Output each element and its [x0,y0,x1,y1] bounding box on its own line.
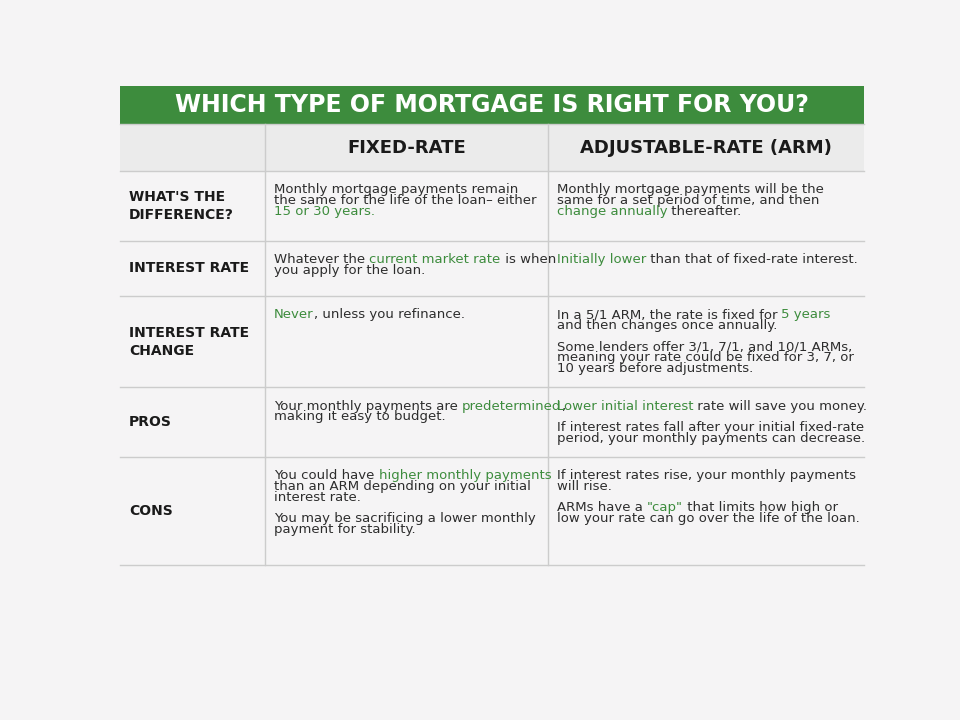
Text: you apply for the loan.: you apply for the loan. [274,264,425,276]
Text: You may be sacrificing a lower monthly: You may be sacrificing a lower monthly [274,512,536,525]
Text: Monthly mortgage payments will be the: Monthly mortgage payments will be the [557,184,824,197]
FancyBboxPatch shape [120,296,864,387]
FancyBboxPatch shape [120,86,864,124]
FancyBboxPatch shape [120,456,864,565]
Text: higher monthly payments: higher monthly payments [378,469,551,482]
FancyBboxPatch shape [120,240,864,296]
Text: , unless you refinance.: , unless you refinance. [314,308,465,321]
Text: You could have: You could have [274,469,378,482]
Text: change annually: change annually [557,205,667,218]
Text: period, your monthly payments can decrease.: period, your monthly payments can decrea… [557,432,865,445]
Text: ARMs have a: ARMs have a [557,501,647,514]
Text: Initially lower: Initially lower [557,253,646,266]
Text: WHICH TYPE OF MORTGAGE IS RIGHT FOR YOU?: WHICH TYPE OF MORTGAGE IS RIGHT FOR YOU? [175,94,809,117]
Text: INTEREST RATE
CHANGE: INTEREST RATE CHANGE [129,325,249,358]
Text: same for a set period of time, and then: same for a set period of time, and then [557,194,819,207]
Text: Monthly mortgage payments remain: Monthly mortgage payments remain [274,184,518,197]
Text: 15 or 30 years.: 15 or 30 years. [274,205,375,218]
Text: ,: , [562,400,565,413]
Text: Your monthly payments are: Your monthly payments are [274,400,462,413]
Text: "cap": "cap" [647,501,683,514]
Text: INTEREST RATE: INTEREST RATE [129,261,249,275]
Text: than that of fixed-rate interest.: than that of fixed-rate interest. [646,253,857,266]
Text: FIXED-RATE: FIXED-RATE [348,139,466,157]
Text: ADJUSTABLE-RATE (ARM): ADJUSTABLE-RATE (ARM) [580,139,831,157]
Text: interest rate.: interest rate. [274,490,361,503]
Text: the same for the life of the loan– either: the same for the life of the loan– eithe… [274,194,537,207]
Text: WHAT'S THE
DIFFERENCE?: WHAT'S THE DIFFERENCE? [129,189,234,222]
Text: payment for stability.: payment for stability. [274,523,416,536]
Text: current market rate: current market rate [370,253,500,266]
Text: making it easy to budget.: making it easy to budget. [274,410,445,423]
Text: 10 years before adjustments.: 10 years before adjustments. [557,362,753,375]
Text: that limits how high or: that limits how high or [683,501,838,514]
FancyBboxPatch shape [120,171,864,240]
Text: PROS: PROS [129,415,172,429]
Text: rate will save you money.: rate will save you money. [693,400,867,413]
Text: is when: is when [500,253,556,266]
Text: Some lenders offer 3/1, 7/1, and 10/1 ARMs,: Some lenders offer 3/1, 7/1, and 10/1 AR… [557,341,852,354]
Text: Never: Never [274,308,314,321]
Text: 5 years: 5 years [781,308,830,321]
Text: CONS: CONS [129,504,173,518]
Text: thereafter.: thereafter. [667,205,742,218]
FancyBboxPatch shape [120,124,864,171]
Text: low your rate can go over the life of the loan.: low your rate can go over the life of th… [557,512,859,525]
Text: If interest rates fall after your initial fixed-rate: If interest rates fall after your initia… [557,421,864,434]
Text: In a 5/1 ARM, the rate is fixed for: In a 5/1 ARM, the rate is fixed for [557,308,781,321]
Text: Lower initial interest: Lower initial interest [557,400,693,413]
Text: than an ARM depending on your initial: than an ARM depending on your initial [274,480,531,492]
Text: predetermined: predetermined [462,400,562,413]
Text: and then changes once annually.: and then changes once annually. [557,319,777,332]
FancyBboxPatch shape [120,387,864,456]
Text: If interest rates rise, your monthly payments: If interest rates rise, your monthly pay… [557,469,855,482]
Text: will rise.: will rise. [557,480,612,492]
Text: Whatever the: Whatever the [274,253,370,266]
Text: meaning your rate could be fixed for 3, 7, or: meaning your rate could be fixed for 3, … [557,351,853,364]
